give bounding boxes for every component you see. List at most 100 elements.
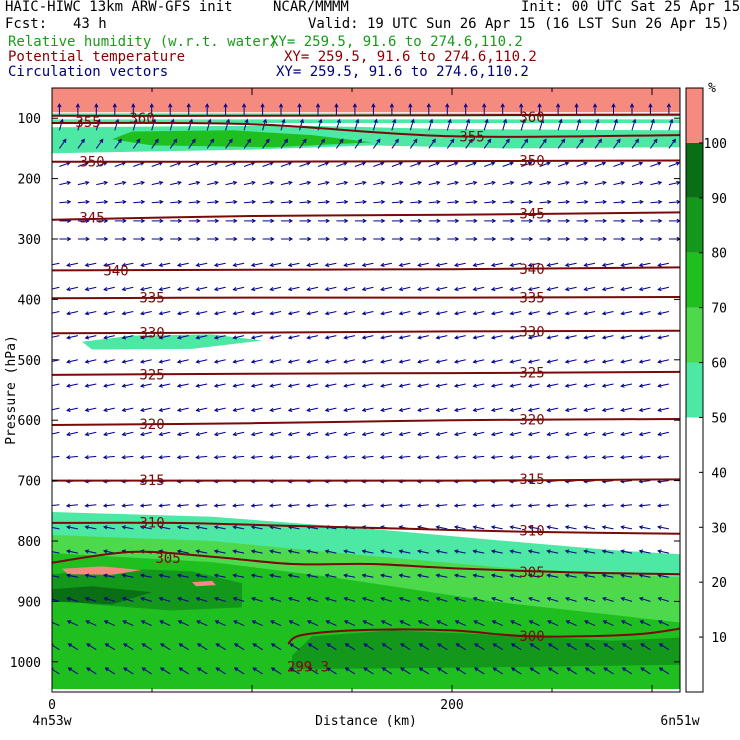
wind-vector (527, 573, 540, 578)
wind-vector (490, 335, 503, 340)
wind-vector (188, 199, 201, 205)
wind-vector (453, 431, 466, 437)
wind-vector (509, 503, 522, 508)
wind-vector (435, 455, 448, 460)
wind-vector (398, 311, 411, 316)
wind-vector (657, 335, 670, 340)
wind-vector (195, 455, 208, 460)
wind-vector (326, 643, 337, 651)
wind-vector (621, 667, 633, 675)
wind-vector (269, 359, 282, 364)
wind-vector (287, 262, 300, 267)
wind-vector (453, 407, 466, 412)
colorbar-tick-label: 80 (711, 247, 727, 262)
wind-vector (315, 103, 321, 116)
wind-vector (287, 431, 300, 437)
wind-vector (306, 431, 319, 437)
wind-vector (564, 525, 577, 530)
wind-vector (465, 138, 473, 149)
wind-vector (151, 138, 159, 149)
theta-label: 305 (155, 551, 180, 567)
wind-vector (417, 286, 429, 292)
wind-vector (648, 103, 653, 116)
wind-vector (225, 180, 238, 186)
wind-vector (214, 620, 226, 627)
wind-vector (564, 335, 577, 340)
wind-vector (66, 597, 79, 602)
wind-vector (638, 407, 651, 412)
wind-vector (465, 199, 478, 205)
wind-vector (620, 620, 633, 627)
wind-vector (380, 286, 393, 292)
wind-vector (558, 199, 571, 205)
wind-vector (613, 218, 626, 224)
y-tick-label: 600 (18, 414, 41, 429)
wind-vector (619, 455, 633, 460)
wind-vector (195, 311, 208, 316)
wind-vector (361, 262, 374, 267)
wind-vector (539, 118, 544, 131)
wind-vector (225, 118, 230, 131)
wind-vector (490, 525, 503, 530)
wind-vector (410, 161, 422, 167)
wind-vector (213, 549, 226, 554)
wind-vector (473, 620, 485, 627)
wind-vector (207, 180, 219, 186)
wind-vector (510, 667, 522, 675)
wind-vector (447, 236, 460, 242)
wind-vector (380, 335, 393, 340)
wind-vector (631, 118, 637, 131)
wind-vector (472, 311, 485, 316)
y-tick-label: 700 (18, 475, 41, 490)
wind-vector (84, 525, 97, 530)
theta-label: 360 (519, 110, 544, 126)
wind-vector (158, 407, 171, 412)
wind-vector (546, 311, 559, 316)
wind-vector (354, 118, 360, 131)
colorbar-unit: % (708, 81, 716, 96)
wind-vector (398, 407, 411, 412)
theta-label: 305 (519, 565, 544, 581)
wind-vector (529, 667, 540, 675)
wind-vector (453, 455, 466, 460)
wind-vector (594, 199, 608, 205)
wind-vector (250, 335, 263, 340)
wind-vector (195, 597, 208, 602)
wind-vector (250, 383, 263, 388)
wind-vector (595, 236, 608, 242)
wind-vector (361, 407, 374, 412)
wind-vector (342, 455, 355, 460)
wind-vector (306, 359, 319, 364)
wind-vector (546, 503, 559, 508)
wind-vector (371, 103, 376, 116)
wind-vector (176, 359, 189, 364)
wind-vector (67, 643, 79, 651)
wind-vector (335, 138, 344, 149)
wind-vector (510, 643, 522, 651)
theta-contour-305 (52, 550, 680, 576)
wind-vector (103, 359, 115, 364)
wind-vector (270, 620, 282, 627)
wind-vector (297, 103, 302, 116)
wind-vector (472, 262, 485, 267)
wind-vector (361, 286, 374, 292)
wind-vector (564, 503, 577, 508)
theta-label: 315 (139, 473, 164, 489)
wind-vector (527, 503, 540, 508)
theta-label: 310 (139, 515, 164, 531)
wind-vector (594, 161, 607, 167)
wind-vector (59, 180, 72, 186)
wind-vector (232, 359, 245, 364)
wind-vector (195, 262, 208, 267)
wind-vector (244, 199, 257, 205)
wind-vector (299, 161, 311, 167)
wind-vector (638, 262, 651, 267)
field-vector-name: Circulation vectors (8, 64, 169, 80)
wind-vector (483, 118, 489, 131)
wind-vector (307, 643, 319, 651)
wind-vector (84, 573, 97, 578)
wind-vector (84, 455, 97, 460)
wind-vector (509, 335, 522, 340)
wind-vector (583, 431, 596, 437)
wind-vector (269, 455, 282, 460)
